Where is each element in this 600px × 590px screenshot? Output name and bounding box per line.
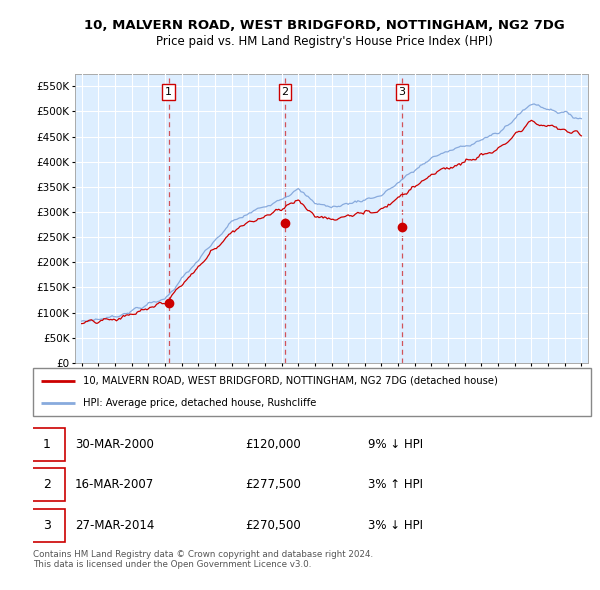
- Text: 3% ↑ HPI: 3% ↑ HPI: [368, 478, 423, 491]
- Text: 27-MAR-2014: 27-MAR-2014: [75, 519, 154, 532]
- Text: 3: 3: [43, 519, 50, 532]
- Text: 1: 1: [43, 438, 50, 451]
- FancyBboxPatch shape: [29, 509, 65, 542]
- Text: 9% ↓ HPI: 9% ↓ HPI: [368, 438, 423, 451]
- Text: 3: 3: [398, 87, 406, 97]
- Text: £120,000: £120,000: [245, 438, 301, 451]
- Text: 2: 2: [281, 87, 289, 97]
- FancyBboxPatch shape: [33, 368, 591, 416]
- Text: 1: 1: [165, 87, 172, 97]
- Text: £270,500: £270,500: [245, 519, 301, 532]
- FancyBboxPatch shape: [29, 428, 65, 461]
- Text: 10, MALVERN ROAD, WEST BRIDGFORD, NOTTINGHAM, NG2 7DG (detached house): 10, MALVERN ROAD, WEST BRIDGFORD, NOTTIN…: [83, 376, 498, 386]
- Text: 16-MAR-2007: 16-MAR-2007: [75, 478, 154, 491]
- Text: HPI: Average price, detached house, Rushcliffe: HPI: Average price, detached house, Rush…: [83, 398, 317, 408]
- FancyBboxPatch shape: [29, 468, 65, 502]
- Text: Contains HM Land Registry data © Crown copyright and database right 2024.
This d: Contains HM Land Registry data © Crown c…: [33, 550, 373, 569]
- Text: 10, MALVERN ROAD, WEST BRIDGFORD, NOTTINGHAM, NG2 7DG: 10, MALVERN ROAD, WEST BRIDGFORD, NOTTIN…: [83, 19, 565, 32]
- Text: £277,500: £277,500: [245, 478, 301, 491]
- Text: Price paid vs. HM Land Registry's House Price Index (HPI): Price paid vs. HM Land Registry's House …: [155, 35, 493, 48]
- Text: 2: 2: [43, 478, 50, 491]
- Text: 30-MAR-2000: 30-MAR-2000: [75, 438, 154, 451]
- Text: 3% ↓ HPI: 3% ↓ HPI: [368, 519, 423, 532]
